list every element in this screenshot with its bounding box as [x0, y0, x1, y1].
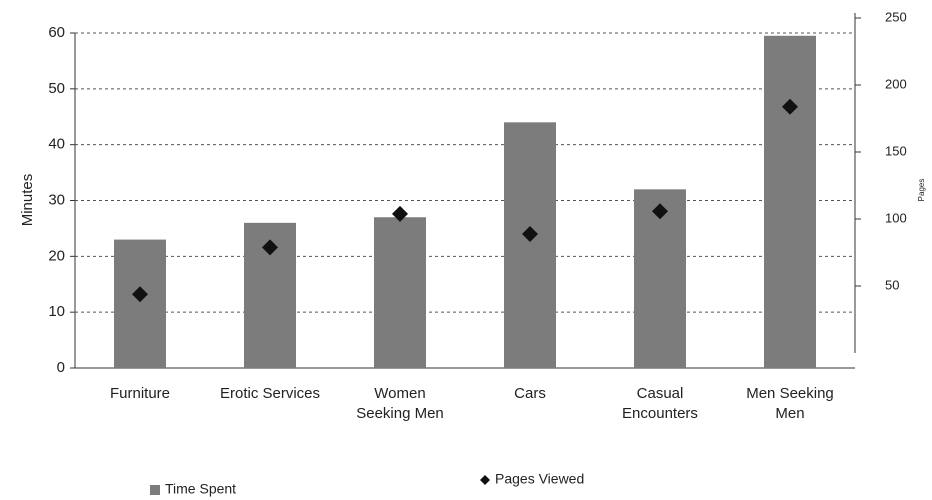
- bar: [114, 239, 166, 368]
- x-tick-label: Women Seeking Men: [356, 385, 444, 422]
- x-tick-label: Furniture: [109, 385, 171, 402]
- bar: [764, 35, 816, 369]
- y-tick-label: 0: [57, 359, 65, 376]
- diamond-marker: [392, 205, 408, 222]
- y-tick-label: 60: [48, 24, 65, 41]
- diamond-marker: [522, 226, 538, 242]
- y2-tick-label: 150: [885, 143, 907, 158]
- y-tick-label: 20: [48, 247, 65, 264]
- y2-axis-label: Pages: [917, 179, 926, 202]
- x-tick-label: Erotic Services: [219, 385, 321, 402]
- y-tick-label: 50: [48, 80, 65, 97]
- diamond-marker: [782, 98, 798, 115]
- bar: [504, 122, 556, 368]
- y2-tick-label: 200: [885, 76, 907, 91]
- y2-tick-label: 100: [885, 210, 907, 225]
- x-tick-label: Men Seeking Men: [746, 385, 834, 422]
- y-tick-label: 10: [48, 303, 65, 320]
- y2-tick-label: 50: [885, 277, 899, 292]
- diamond-marker: [652, 203, 668, 220]
- x-tick-label: Casual Encounters: [622, 385, 698, 422]
- y-tick-label: 30: [48, 191, 65, 208]
- legend-label: Time Spent: [165, 481, 236, 497]
- y-axis-label: Minutes: [19, 174, 36, 227]
- diamond-marker: [132, 286, 148, 303]
- y2-tick-label: 250: [885, 9, 907, 24]
- legend-swatch: [480, 475, 490, 485]
- diamond-marker: [262, 239, 278, 256]
- bar: [374, 217, 426, 368]
- x-tick-label: Cars: [514, 385, 546, 402]
- y-tick-label: 40: [48, 136, 65, 153]
- legend-swatch: [150, 485, 160, 495]
- legend-label: Pages Viewed: [495, 471, 584, 487]
